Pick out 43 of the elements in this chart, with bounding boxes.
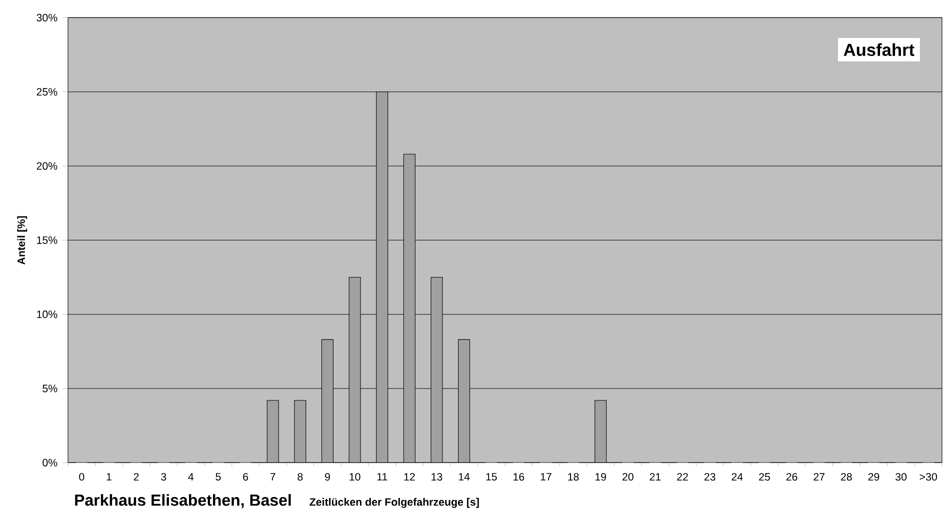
- x-tick-label: 23: [704, 473, 716, 481]
- x-tick-label: 20: [622, 473, 634, 481]
- y-tick-label: 0%: [42, 458, 58, 466]
- x-tick-label: 14: [458, 473, 470, 480]
- y-tick-label: 15%: [37, 236, 58, 244]
- x-tick-label: 27: [814, 473, 824, 481]
- x-tick-label: 0: [79, 473, 84, 481]
- x-tick-label: 19: [595, 473, 606, 481]
- y-tick-label: 30%: [36, 14, 58, 22]
- x-tick-label: 13: [432, 473, 442, 481]
- x-tick-label: >30: [920, 473, 937, 481]
- x-tick-label: 25: [759, 473, 770, 481]
- x-tick-label: 28: [841, 473, 852, 481]
- x-axis-title: Zeitlücken der Folgefahrzeuge [s]: [310, 498, 479, 508]
- x-tick-label: 9: [325, 473, 330, 481]
- x-tick-label: 11: [377, 473, 388, 480]
- annotation: Ausfahrt: [844, 43, 914, 56]
- x-tick-label: 5: [216, 473, 221, 481]
- y-tick-label: 20%: [36, 162, 58, 170]
- x-tick-label: 29: [868, 473, 880, 481]
- x-tick-label: 16: [514, 473, 524, 481]
- x-tick-label: 17: [540, 473, 552, 480]
- y-tick-label: 10%: [37, 310, 58, 318]
- text: Parkhaus Elisabethen, Basel: [75, 494, 291, 508]
- x-tick-label: 8: [298, 473, 303, 481]
- x-tick-label: 4: [188, 473, 194, 480]
- x-tick-label: 3: [161, 473, 166, 481]
- x-tick-label: 1: [106, 473, 112, 480]
- x-tick-label: 6: [243, 473, 248, 481]
- x-tick-label: 12: [404, 473, 415, 481]
- x-tick-label: 2: [134, 473, 139, 481]
- x-tick-label: 24: [732, 473, 743, 481]
- x-tick-label: 18: [568, 473, 579, 481]
- x-tick-label: 30: [896, 473, 907, 481]
- x-tick-label: 26: [786, 473, 798, 481]
- y-tick-label: 5%: [42, 384, 58, 392]
- x-tick-label: 7: [270, 473, 276, 480]
- x-tick-label: 21: [650, 473, 661, 481]
- y-tick-label: 25%: [36, 88, 58, 96]
- x-tick-label: 22: [677, 473, 688, 481]
- y-axis-title: Anteil [%]: [17, 216, 28, 264]
- x-tick-label: 15: [486, 473, 497, 481]
- x-tick-label: 10: [350, 473, 360, 481]
